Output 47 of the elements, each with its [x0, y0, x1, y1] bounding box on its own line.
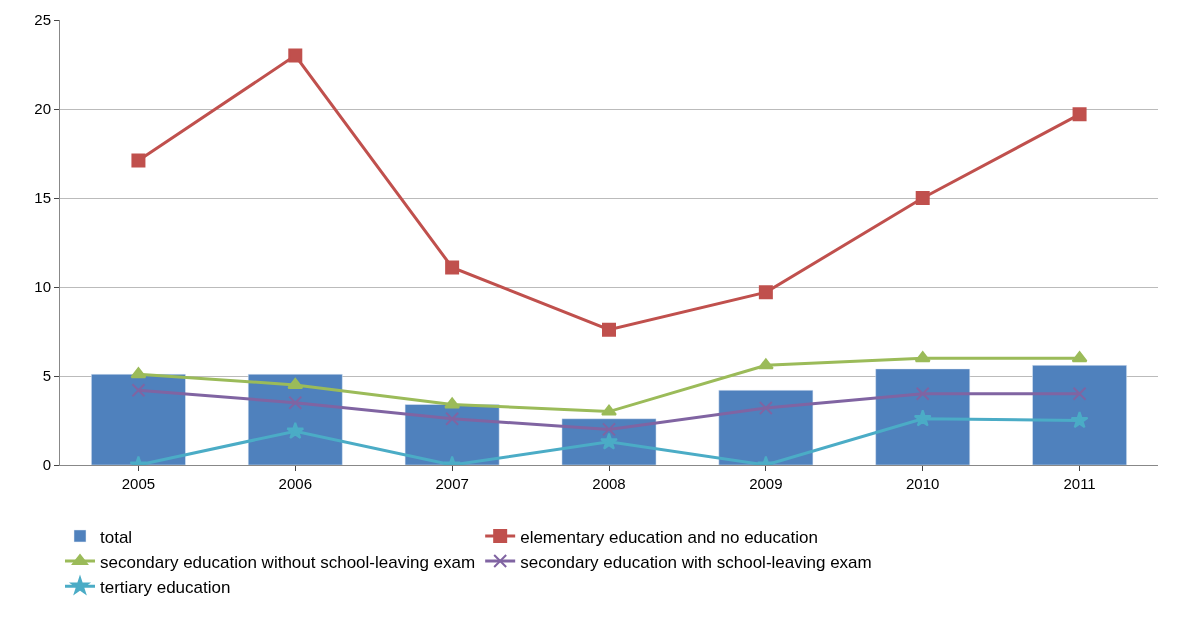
- point: [914, 351, 931, 363]
- point: [1070, 411, 1089, 429]
- x-tick-label: 2010: [906, 475, 940, 492]
- point: [445, 411, 460, 426]
- y-tick-label: 20: [34, 100, 51, 118]
- y-tick-label: 0: [42, 456, 51, 474]
- x-tick-label: 2006: [278, 475, 312, 492]
- bar: [91, 373, 186, 465]
- legend-label: elementary education and no education: [520, 527, 818, 547]
- point: [131, 383, 146, 398]
- point: [288, 395, 303, 410]
- legend-label: total: [100, 527, 133, 547]
- bar: [1032, 365, 1127, 465]
- point: [915, 191, 930, 205]
- x-tick-label: 2011: [1063, 475, 1096, 492]
- x-tick-label: 2008: [592, 475, 626, 492]
- point: [758, 401, 773, 416]
- legend-label: secondary education without school-leaving exam: [100, 552, 476, 572]
- x-tick-label: 2005: [121, 475, 156, 492]
- bar: [718, 389, 814, 465]
- point: [286, 421, 305, 439]
- y-tick-label: 5: [42, 367, 51, 385]
- point: [1072, 386, 1087, 401]
- point: [601, 404, 617, 416]
- point: [445, 260, 460, 275]
- point: [287, 377, 304, 389]
- point: [288, 48, 303, 63]
- point: [130, 367, 147, 379]
- bar: [875, 368, 971, 465]
- point: [915, 386, 930, 401]
- point: [1071, 351, 1088, 363]
- x-tick-label: 2009: [749, 475, 783, 492]
- y-tick-label: 25: [34, 11, 51, 29]
- point: [913, 409, 932, 427]
- point: [602, 322, 616, 337]
- point: [757, 358, 774, 370]
- point: [600, 432, 618, 450]
- y-tick-label: 15: [34, 189, 51, 207]
- x-tick-label: 2007: [435, 475, 469, 492]
- legend-label: secondary education with school-leaving exam: [520, 552, 872, 572]
- y-tick-label: 10: [34, 278, 51, 296]
- point: [758, 285, 773, 300]
- point: [602, 422, 616, 437]
- point: [1072, 107, 1087, 122]
- legend-label: tertiary education: [100, 577, 231, 597]
- point: [131, 153, 146, 168]
- point: [444, 397, 461, 409]
